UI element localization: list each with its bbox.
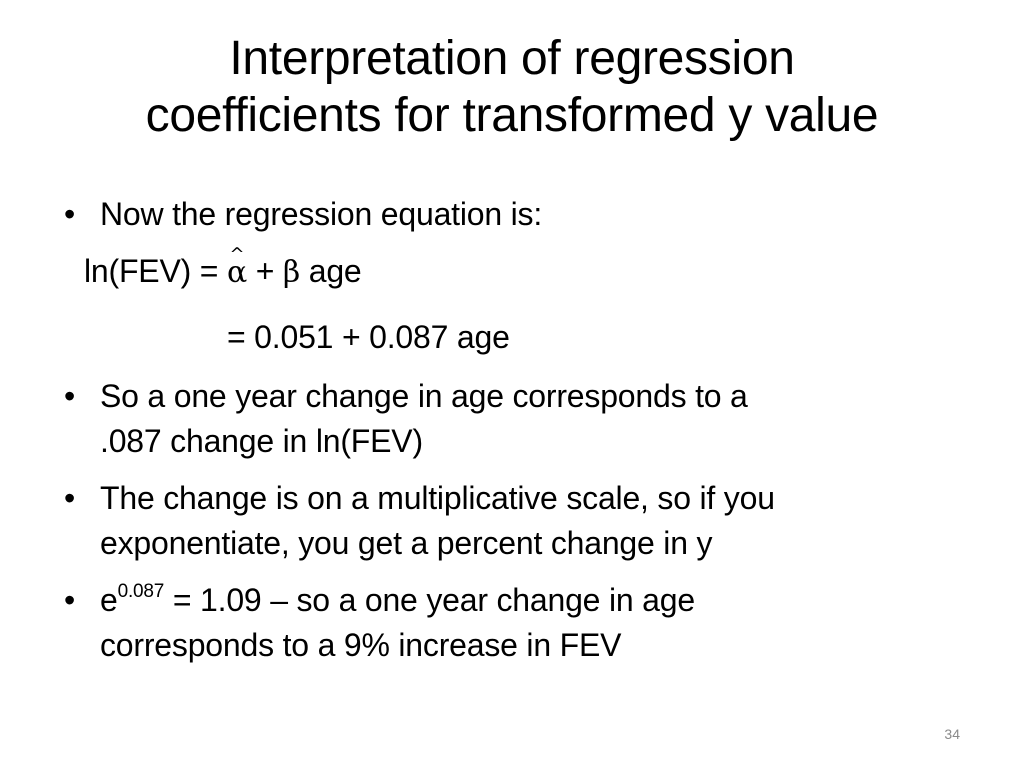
slide-body: • Now the regression equation is: ln(FEV…	[64, 192, 1004, 680]
bullet-text-line-2: .087 change in ln(FEV)	[100, 423, 423, 459]
title-line-2: coefficients for transformed y value	[145, 89, 879, 142]
equation-lhs: ln(FEV) =	[84, 253, 227, 289]
bullet-text-line-1: The change is on a multiplicative scale,…	[100, 480, 775, 516]
bullet-text-line-1: = 1.09 – so a one year change in age	[164, 582, 695, 618]
bullet-exponentiate-result: • e0.087 = 1.09 – so a one year change i…	[64, 578, 1004, 668]
bullet-icon: •	[64, 582, 76, 618]
title-line-1: Interpretation of regression	[229, 32, 795, 85]
exponent-value: 0.087	[117, 581, 165, 602]
equation-age: age	[300, 253, 362, 289]
bullet-icon: •	[64, 196, 76, 232]
equation-line-2: = 0.051 + 0.087 age	[227, 319, 510, 355]
beta-symbol: β	[282, 255, 301, 290]
page-number: 34	[944, 726, 960, 742]
bullet-text-line-2: corresponds to a 9% increase in FEV	[100, 627, 622, 663]
bullet-one-year-change: • So a one year change in age correspond…	[64, 374, 1004, 464]
alpha-hat-symbol: α	[227, 250, 247, 295]
slide-title: Interpretation of regression coefficient…	[40, 30, 984, 144]
exponent-base: e	[100, 582, 118, 618]
bullet-regression-equation: • Now the regression equation is:	[64, 192, 1004, 237]
bullet-icon: •	[64, 480, 76, 516]
bullet-text-line-1: So a one year change in age corresponds …	[100, 378, 748, 414]
bullet-text: Now the regression equation is:	[100, 196, 543, 232]
bullet-icon: •	[64, 378, 76, 414]
equation-line-1: ln(FEV) = α + β age	[64, 249, 1004, 295]
bullet-multiplicative-scale: • The change is on a multiplicative scal…	[64, 476, 1004, 566]
bullet-text-line-2: exponentiate, you get a percent change i…	[100, 525, 713, 561]
equation-plus: +	[247, 253, 283, 289]
